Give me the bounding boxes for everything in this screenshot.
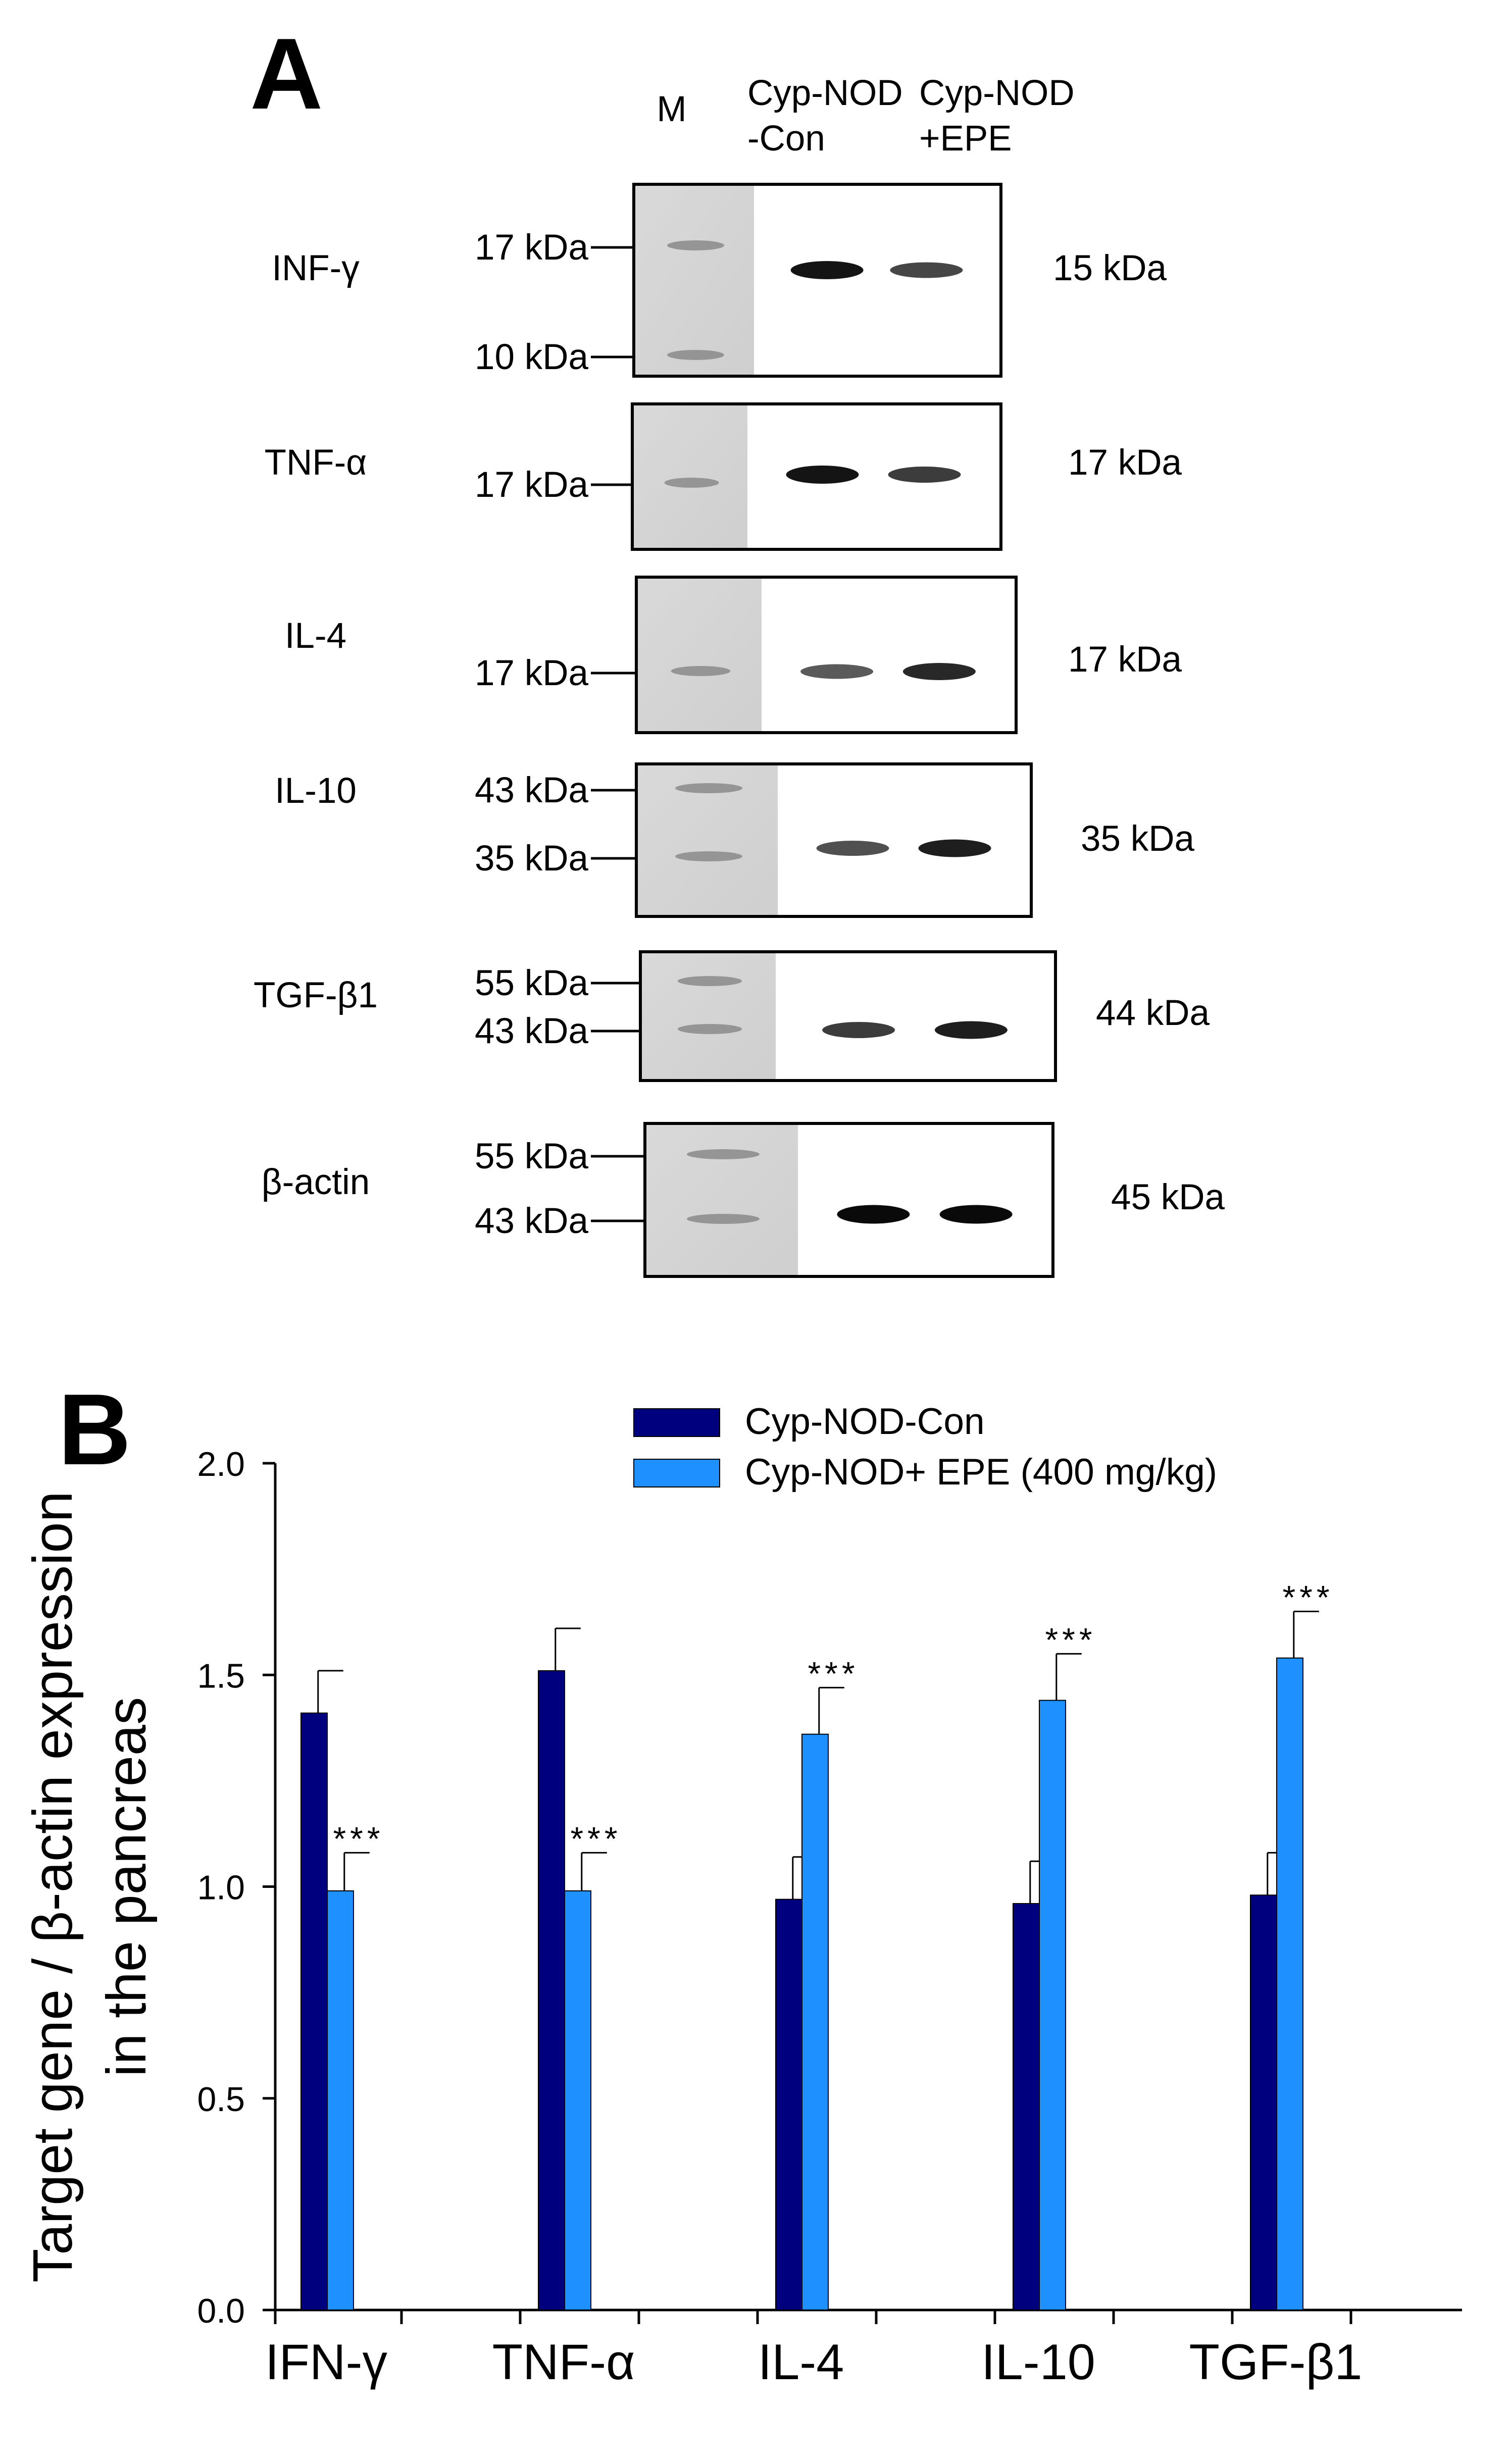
band-con	[822, 1022, 895, 1038]
significance-label: ***	[1045, 1621, 1096, 1658]
marker-lane	[635, 186, 754, 375]
band-con	[816, 841, 889, 856]
marker-lane	[638, 579, 762, 731]
panel-a: A M Cyp-NOD -Con Cyp-NOD +EPE INF-γ 17 kD…	[250, 18, 1225, 1278]
y-axis-label-line2: in the pancreas	[95, 1697, 158, 2077]
protein-size-label: 15 kDa	[1053, 248, 1167, 288]
ladder-band	[675, 851, 742, 861]
y-tick-label: 1.0	[197, 1869, 245, 1907]
panel-a-letter: A	[250, 18, 323, 130]
bar-con	[1250, 1894, 1277, 2311]
marker-size-label: 17 kDa	[475, 465, 588, 505]
lane1-header-line1: Cyp-NOD	[747, 73, 903, 113]
protein-size-label: 44 kDa	[1096, 993, 1210, 1033]
marker-size-label: 43 kDa	[475, 1011, 588, 1051]
marker-size-label: 35 kDa	[475, 839, 588, 879]
marker-size-label: 17 kDa	[475, 653, 588, 693]
x-tick-label: IL-10	[981, 2334, 1095, 2390]
protein-label: IL-10	[275, 771, 357, 811]
bar-epe	[801, 1733, 829, 2311]
marker-size-label: 10 kDa	[475, 337, 588, 377]
bar-con	[775, 1898, 802, 2311]
x-tick-label: IL-4	[758, 2334, 844, 2390]
protein-size-label: 45 kDa	[1111, 1177, 1225, 1217]
protein-label: β-actin	[262, 1162, 370, 1202]
marker-size-label: 17 kDa	[475, 228, 588, 268]
blot-row: TNF-α 17 kDa 17 kDa	[265, 402, 1182, 551]
ladder-band	[667, 350, 724, 360]
y-tick-label: 2.0	[197, 1445, 245, 1483]
marker-lane-header: M	[657, 89, 686, 129]
blot-rows: INF-γ 17 kDa 10 kDa 15 kDa TNF-α 17 kDa 17 kDa…	[254, 183, 1225, 1278]
lane2-header-line1: Cyp-NOD	[919, 73, 1075, 113]
x-tick-label: TGF-β1	[1189, 2334, 1363, 2390]
ladder-band	[675, 783, 742, 793]
marker-size-label: 55 kDa	[475, 963, 588, 1003]
bar-epe	[327, 1890, 354, 2311]
ladder-band	[687, 1214, 760, 1224]
legend: Cyp-NOD-Con Cyp-NOD+ EPE (400 mg/kg)	[633, 1401, 1217, 1493]
blot-row: β-actin 55 kDa 43 kDa 45 kDa	[262, 1122, 1225, 1278]
protein-label: INF-γ	[272, 248, 360, 288]
band-epe	[918, 839, 991, 857]
ladder-band	[677, 976, 742, 986]
protein-size-label: 35 kDa	[1081, 819, 1194, 859]
bar-epe	[1039, 1700, 1066, 2311]
ladder-band	[664, 478, 719, 488]
lane2-header-line2: +EPE	[919, 119, 1012, 159]
protein-label: IL-4	[285, 616, 346, 656]
marker-size-label: 43 kDa	[475, 1201, 588, 1241]
blot-row: INF-γ 17 kDa 10 kDa 15 kDa	[272, 183, 1167, 378]
bar-epe	[1276, 1657, 1303, 2311]
marker-size-label: 55 kDa	[475, 1137, 588, 1176]
marker-lane	[634, 405, 747, 548]
marker-lane	[646, 1125, 798, 1275]
bar-epe	[564, 1890, 591, 2311]
x-tick-label: TNF-α	[492, 2334, 635, 2390]
protein-label: TGF-β1	[254, 976, 378, 1015]
significance-label: ***	[808, 1655, 859, 1692]
legend-label: Cyp-NOD-Con	[745, 1401, 985, 1442]
band-epe	[934, 1021, 1008, 1039]
ladder-band	[687, 1149, 760, 1159]
ladder-band	[667, 240, 724, 250]
blot-row: IL-4 17 kDa 17 kDa	[285, 576, 1182, 734]
significance-label: ***	[570, 1820, 621, 1857]
band-epe	[890, 262, 963, 278]
bar-con	[300, 1712, 328, 2311]
bar-con	[1013, 1903, 1040, 2311]
protein-label: TNF-α	[265, 443, 367, 483]
significance-label: ***	[333, 1820, 384, 1857]
ladder-band	[671, 666, 731, 676]
band-con	[800, 664, 874, 679]
band-epe	[888, 467, 961, 483]
protein-size-label: 17 kDa	[1068, 640, 1182, 680]
band-epe	[939, 1205, 1013, 1224]
protein-size-label: 17 kDa	[1068, 443, 1182, 483]
y-axis-label: Target gene / β-actin expression	[22, 1491, 84, 2282]
panel-b: B 0.0 0.5 1.0 1.5 2.0 Target gene / β-actin e…	[22, 1373, 1462, 2390]
bar-con	[538, 1670, 565, 2311]
band-con	[790, 261, 864, 279]
legend-swatch-con	[633, 1408, 720, 1437]
band-epe	[902, 663, 976, 680]
blot-row: IL-10 43 kDa 35 kDa 35 kDa	[275, 762, 1194, 918]
y-tick-label: 0.0	[197, 2292, 245, 2330]
significance-label: ***	[1282, 1578, 1333, 1616]
lane1-header-line2: -Con	[747, 119, 825, 159]
band-con	[786, 466, 859, 484]
y-tick-label: 0.5	[197, 2080, 245, 2119]
band-con	[837, 1205, 910, 1224]
marker-lane	[642, 953, 776, 1079]
legend-label: Cyp-NOD+ EPE (400 mg/kg)	[745, 1452, 1217, 1493]
ladder-band	[677, 1024, 742, 1034]
x-tick-label: IFN-γ	[265, 2334, 387, 2390]
marker-size-label: 43 kDa	[475, 771, 588, 810]
y-tick-label: 1.5	[197, 1657, 245, 1695]
blot-row: TGF-β1 55 kDa 43 kDa 44 kDa	[254, 950, 1210, 1082]
bar-chart: 0.0 0.5 1.0 1.5 2.0 Target gene / β-actin exp…	[22, 1401, 1462, 2390]
legend-swatch-epe	[633, 1459, 720, 1487]
panel-b-letter: B	[58, 1373, 131, 1486]
